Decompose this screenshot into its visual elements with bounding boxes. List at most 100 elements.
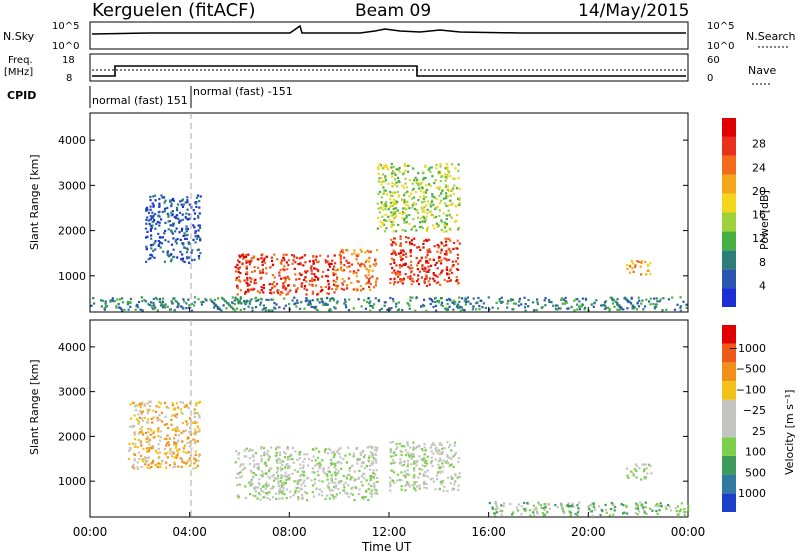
velocity-echo-cell — [288, 477, 291, 480]
velocity-echo-cell — [163, 423, 167, 426]
velocity-echo-cell — [412, 486, 416, 489]
velocity-echo-cell — [297, 486, 300, 489]
power-echo-cell — [262, 304, 265, 307]
power-echo-cell — [176, 237, 179, 241]
power-echo-cell — [434, 179, 437, 182]
power-echo-cell — [242, 257, 245, 260]
power-echo-cell — [406, 164, 409, 167]
power-echo-cell — [187, 213, 191, 216]
power-echo-cell — [151, 202, 154, 205]
power-echo-cell — [299, 273, 303, 277]
power-echo-cell — [423, 210, 426, 213]
power-echo-cell — [214, 298, 217, 301]
power-echo-cell — [416, 264, 419, 267]
power-echo-cell — [430, 264, 433, 267]
power-echo-cell — [401, 308, 404, 312]
power-echo-cell — [399, 244, 402, 247]
velocity-echo-cell — [139, 406, 143, 409]
power-echo-cell — [439, 283, 442, 286]
power-echo-cell — [445, 268, 449, 271]
power-echo-cell — [419, 248, 422, 251]
power-echo-cell — [379, 220, 382, 223]
power-echo-cell — [146, 216, 149, 219]
power-echo-cell — [292, 254, 296, 257]
power-echo-cell — [197, 229, 200, 232]
velocity-echo-cell — [331, 489, 334, 492]
velocity-echo-cell — [571, 502, 574, 505]
velocity-echo-cell — [439, 457, 442, 460]
power-echo-cell — [262, 286, 265, 290]
velocity-echo-cell — [287, 473, 290, 477]
velocity-echo-cell — [260, 445, 263, 448]
power-echo-cell — [299, 307, 302, 310]
power-echo-cell — [239, 297, 242, 301]
power-echo-cell — [289, 289, 292, 292]
velocity-echo-cell — [265, 472, 268, 475]
power-echo-cell — [150, 253, 153, 256]
power-echo-cell — [446, 224, 449, 227]
velocity-echo-cell — [174, 433, 177, 436]
velocity-echo-cell — [330, 493, 333, 496]
power-echo-cell — [369, 277, 372, 280]
power-echo-cell — [176, 306, 179, 309]
velocity-echo-cell — [413, 481, 416, 484]
velocity-echo-cell — [312, 495, 315, 498]
power-echo-cell — [163, 201, 166, 204]
velocity-echo-cell — [592, 504, 595, 507]
power-echo-cell — [166, 206, 169, 210]
velocity-echo-cell — [177, 451, 180, 454]
power-echo-cell — [429, 303, 432, 306]
velocity-echo-cell — [569, 511, 572, 514]
velocity-echo-cell — [493, 512, 496, 515]
velocity-echo-cell — [280, 484, 283, 487]
velocity-echo-cell — [180, 431, 183, 434]
velocity-echo-cell — [613, 509, 616, 512]
power-echo-cell — [332, 299, 336, 302]
velocity-echo-cell — [197, 454, 200, 458]
power-echo-cell — [377, 192, 380, 196]
power-echo-cell — [149, 208, 152, 211]
power-echo-cell — [440, 192, 443, 195]
velocity-echo-cell — [601, 510, 604, 513]
power-echo-cell — [369, 304, 372, 307]
power-echo-cell — [440, 175, 443, 179]
velocity-echo-cell — [407, 482, 410, 485]
velocity-echo-cell — [357, 477, 360, 480]
velocity-echo-cell — [252, 459, 255, 462]
velocity-echo-cell — [368, 464, 371, 468]
velocity-echo-cell — [158, 418, 161, 421]
power-echo-cell — [396, 176, 400, 179]
velocity-echo-cell — [281, 492, 284, 495]
velocity-echo-cell — [131, 465, 134, 468]
velocity-echo-cell — [366, 446, 369, 449]
power-echo-cell — [667, 298, 671, 301]
power-echo-cell — [175, 227, 178, 230]
power-echo-cell — [498, 298, 501, 301]
power-echo-cell — [440, 262, 443, 265]
power-echo-cell — [234, 296, 237, 299]
power-echo-cell — [332, 279, 335, 282]
velocity-echo-cell — [431, 477, 434, 480]
power-echo-cell — [408, 222, 411, 225]
velocity-echo-cell — [502, 505, 505, 508]
power-echo-cell — [405, 214, 408, 217]
power-echo-cell — [248, 300, 251, 303]
power-echo-cell — [233, 309, 237, 312]
velocity-echo-cell — [285, 478, 288, 482]
power-echo-cell — [392, 223, 395, 227]
power-echo-cell — [654, 303, 657, 306]
power-echo-cell — [421, 265, 424, 268]
power-echo-cell — [511, 298, 515, 301]
power-echo-cell — [169, 308, 172, 311]
power-echo-cell — [176, 256, 179, 259]
velocity-echo-cell — [164, 415, 167, 418]
power-echo-cell — [410, 239, 413, 242]
power-echo-cell — [195, 196, 199, 199]
power-echo-cell — [544, 304, 547, 307]
power-echo-cell — [324, 302, 328, 305]
power-echo-cell — [157, 211, 160, 214]
power-echo-cell — [312, 267, 316, 270]
velocity-echo-cell — [281, 468, 284, 471]
velocity-echo-cell — [361, 484, 364, 487]
velocity-echo-cell — [182, 450, 185, 453]
